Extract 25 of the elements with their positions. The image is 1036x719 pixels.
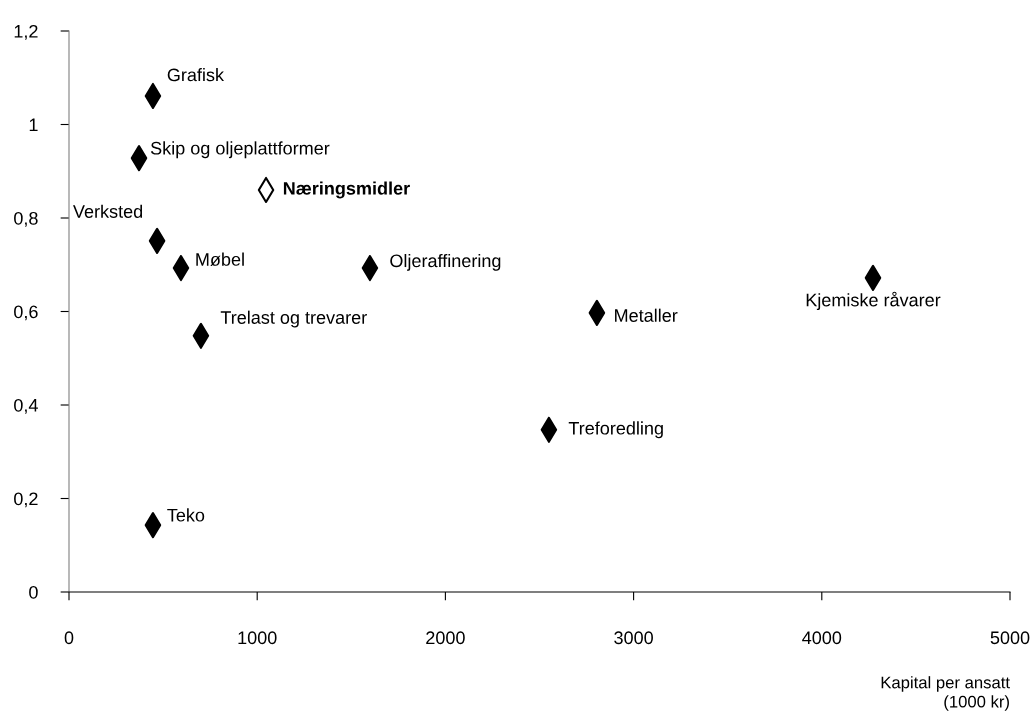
y-tick-label: 0,8 xyxy=(14,211,38,227)
annotation: Metaller xyxy=(615,308,678,322)
annotation: Oljeraffinering xyxy=(390,253,501,271)
annotation: Teko xyxy=(167,508,205,522)
annotation: Skip og oljeplattformer xyxy=(150,141,330,159)
x-axis-title: Kapital per ansatt (1000 kr) xyxy=(881,676,1010,711)
annotation: Kjemiske råvarer xyxy=(806,291,941,311)
y-tick-label: 1,2 xyxy=(14,24,38,40)
x-tick-label: 2000 xyxy=(426,631,465,645)
x-tick-label: 0 xyxy=(64,631,74,645)
y-tick-label: 0,6 xyxy=(14,305,38,321)
y-tick-label: 0,2 xyxy=(14,492,38,508)
x-tick-label: 4000 xyxy=(802,631,842,645)
y-tick-label: 1 xyxy=(29,118,38,132)
x-tick-label: 5000 xyxy=(990,631,1030,645)
annotation: Trelast og trevarer xyxy=(220,310,367,328)
annotation: Møbel xyxy=(196,252,244,266)
annotation: Treforedling xyxy=(568,421,663,439)
annotation: Verksted xyxy=(73,204,143,218)
y-tick-label: 0,4 xyxy=(14,398,38,414)
annotation: Grafisk xyxy=(167,68,225,82)
annotation: Næringsmidler xyxy=(283,181,410,199)
x-tick-label: 3000 xyxy=(614,631,653,645)
x-tick-label: 1000 xyxy=(238,631,277,645)
y-tick-label: 0 xyxy=(29,585,38,599)
